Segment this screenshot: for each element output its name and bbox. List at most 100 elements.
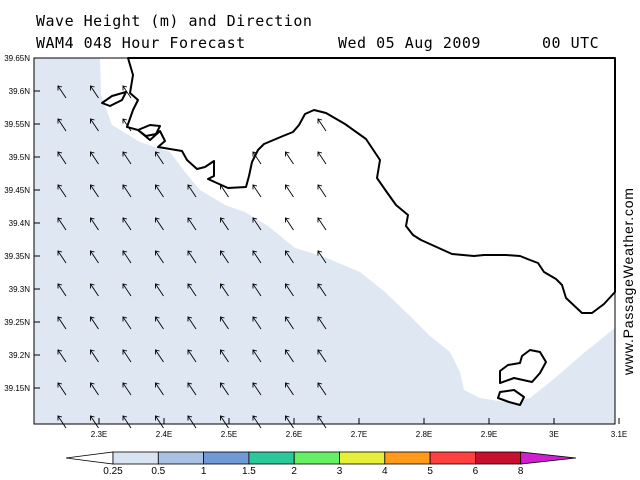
wave-arrow [285,349,294,363]
wave-arrow [57,118,67,132]
wave-arrow [220,415,229,429]
lon-label: 2.9E [481,430,497,439]
wave-arrow [57,382,67,396]
lat-label: 39.2N [9,351,31,360]
wave-arrow [155,184,164,198]
wave-arrow [252,283,262,297]
watermark: www.PassageWeather.com [620,187,636,375]
wave-arrow [155,250,164,264]
wave-arrow [90,184,99,198]
wave-arrow [122,316,132,330]
wave-height-legend: 0.25 0.5 1 1.5 2 3 4 5 6 8 [65,451,577,477]
latitude-axis: 39.65N 39.6N 39.55N 39.5N 39.45N 39.4N 39.35N 3… [4,54,40,393]
wave-arrow [90,415,99,429]
lon-label: 2.7E [351,430,367,439]
wave-arrow [122,349,132,363]
wave-arrow [317,151,327,165]
wave-arrow [90,283,99,297]
wave-arrow [285,217,294,231]
chart-title: Wave Height (m) and Direction [36,12,313,30]
legend-segment [112,451,159,465]
lon-label: 2.3E [91,430,107,439]
wave-arrow [122,217,132,231]
lon-label: 2.8E [416,430,432,439]
wave-arrow [155,151,164,165]
wave-arrow [187,382,197,396]
lat-label: 39.5N [9,153,31,162]
legend-label: 0.5 [151,466,165,477]
wave-arrow [122,151,132,165]
lat-label: 39.15N [4,384,30,393]
wave-arrow [252,151,262,165]
wave-arrow [252,250,262,264]
wave-arrow [317,217,327,231]
wave-arrow [285,184,294,198]
longitude-axis: 2.3E 2.4E 2.5E 2.6E 2.7E 2.8E 2.9E 3E 3.1E [91,418,627,439]
wave-arrow [317,184,327,198]
lon-label: 3.1E [611,430,627,439]
legend-segment [248,451,295,465]
wave-arrow [317,382,327,396]
wave-arrow [57,250,67,264]
wave-arrow [57,349,67,363]
mallorca-land [126,57,616,314]
wave-arrow [187,250,197,264]
legend-left-arrow [65,451,114,465]
lon-label: 2.4E [156,430,172,439]
wave-arrow [285,316,294,330]
wave-arrow [122,415,132,429]
lat-label: 39.3N [9,285,31,294]
legend-label: 2 [291,466,297,477]
legend-segment [384,451,431,465]
wave-arrow [90,349,99,363]
wave-arrow [317,349,327,363]
wave-arrow [317,250,327,264]
wave-arrow [90,316,99,330]
wave-arrow [187,217,197,231]
wave-arrow [317,316,327,330]
wave-arrow [252,217,262,231]
wave-arrow [252,316,262,330]
legend-segment [429,451,476,465]
wave-arrow [285,151,294,165]
lat-label: 39.25N [4,318,30,327]
wave-arrow [220,283,229,297]
wave-arrow [122,184,132,198]
wave-arrow [155,382,164,396]
wave-arrow [57,316,67,330]
wave-arrow [285,415,294,429]
wave-arrow [252,382,262,396]
wave-direction-arrows [57,85,327,429]
legend-segment [339,451,386,465]
wave-arrow [317,118,327,132]
wave-arrow [90,217,99,231]
wave-arrow [155,217,164,231]
wave-arrow [317,283,327,297]
wave-arrow [220,217,229,231]
lat-label: 39.4N [9,219,31,228]
legend-segment [474,451,522,465]
lat-label: 39.45N [4,186,30,195]
wave-arrow [285,382,294,396]
wave-arrow [122,250,132,264]
cabrera-islands [101,91,547,406]
legend-right-arrow [520,451,577,465]
wave-arrow [155,349,164,363]
wave-arrow [317,415,327,429]
wave-arrow [187,349,197,363]
wave-arrow [220,382,229,396]
legend-segment [293,451,340,465]
wave-arrow [122,85,132,99]
lon-label: 2.6E [286,430,302,439]
wave-arrow [285,283,294,297]
wave-arrow [90,118,99,132]
wave-arrow [57,415,67,429]
wave-arrow [155,415,164,429]
legend-label: 8 [518,466,524,477]
legend-label: 4 [382,466,388,477]
wave-arrow [57,151,67,165]
legend-label: 1.5 [242,466,256,477]
wave-arrow [57,283,67,297]
wave-arrow [252,415,262,429]
